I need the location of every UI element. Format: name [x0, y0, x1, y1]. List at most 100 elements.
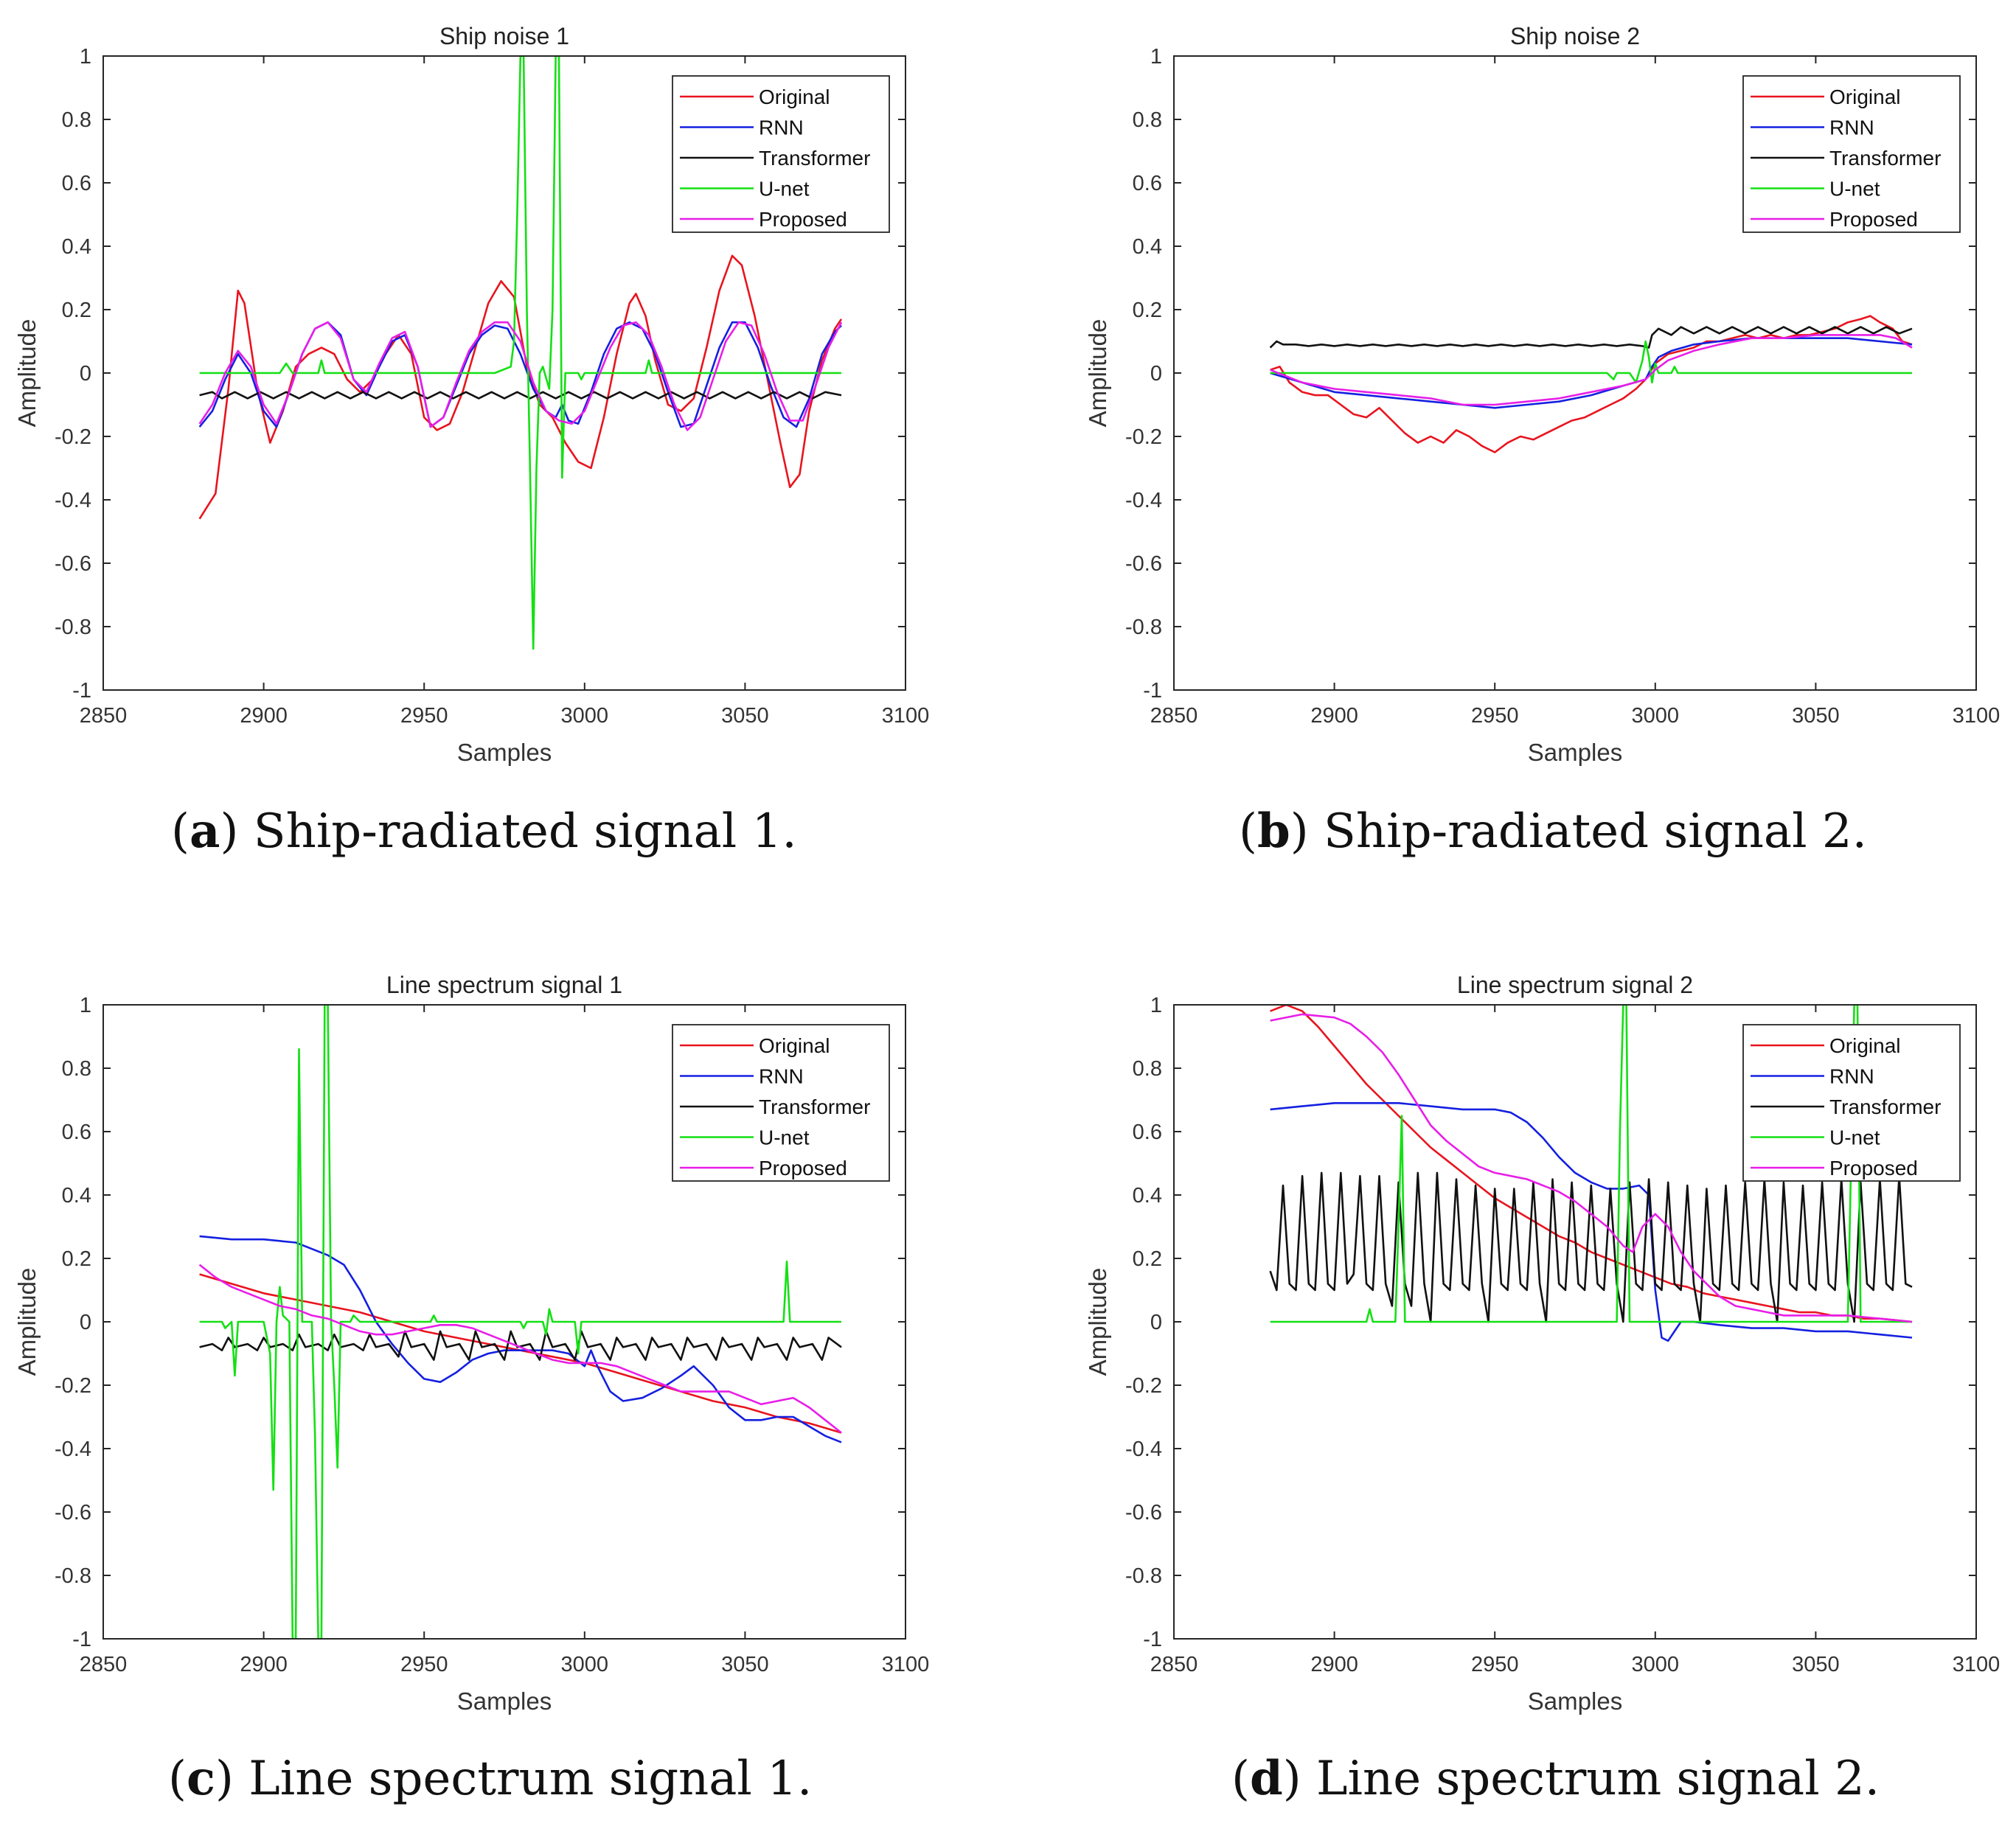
y-tick-label: 0.4 [62, 235, 91, 259]
legend-label: RNN [1829, 1065, 1874, 1088]
chart-title: Line spectrum signal 1 [386, 972, 622, 998]
series-line-u-net [1270, 1005, 1912, 1323]
chart-panel-1: 2850 2900 2950 3000 3050 3100 1 0.8 0.6 0.4 0.2 0 -0… [13, 23, 929, 766]
caption-text: Line spectrum signal 1. [248, 1752, 813, 1806]
y-tick-label: 0.8 [1133, 1057, 1162, 1081]
y-tick-label: 0 [80, 362, 91, 386]
series-group [198, 56, 843, 650]
y-tick-label: -0.8 [55, 1564, 91, 1588]
x-tick-label: 3000 [561, 704, 609, 728]
caption-b: (b) Ship-radiated signal 2. [1239, 804, 1867, 859]
x-tick-label: 3050 [1792, 704, 1840, 728]
legend-label: Original [1829, 1034, 1900, 1057]
y-tick-label: 0.2 [62, 299, 91, 322]
series-line-original [1270, 1005, 1913, 1323]
x-tick-label: 3000 [561, 1653, 609, 1676]
y-tick-label: 0.8 [1133, 108, 1162, 132]
x-tick-label: 3000 [1632, 704, 1680, 728]
caption-letter: c [186, 1751, 215, 1806]
series-group [198, 1005, 842, 1639]
legend-box [1742, 1024, 1961, 1182]
y-tick-label: 0.2 [1133, 299, 1162, 322]
y-tick-label: 1 [1150, 45, 1162, 69]
x-tick-label: 3100 [882, 704, 930, 728]
x-tick-label: 2850 [80, 704, 128, 728]
y-tick-label: -1 [1143, 1628, 1162, 1651]
caption-text: Ship-radiated signal 2. [1324, 804, 1867, 859]
series-group [1269, 1005, 1913, 1342]
y-axis-label: Amplitude [13, 1268, 41, 1376]
x-tick-label: 2900 [240, 704, 288, 728]
x-tick-label: 3100 [882, 1653, 930, 1676]
y-tick-label: 0 [80, 1311, 91, 1334]
x-tick-label: 2950 [400, 1653, 448, 1676]
series-line-transformer [199, 1330, 842, 1361]
chart-title: Ship noise 2 [1510, 23, 1640, 49]
y-axis-label: Amplitude [1084, 1268, 1111, 1376]
series-line-u-net [1270, 340, 1912, 384]
legend-label: Proposed [759, 208, 847, 231]
y-axis-label: Amplitude [1084, 319, 1111, 428]
caption-letter: d [1249, 1751, 1283, 1806]
series-line-original [1270, 315, 1913, 453]
legend-label: U-net [759, 178, 810, 201]
x-axis-label: Samples [457, 1687, 552, 1715]
caption-letter: b [1256, 804, 1290, 859]
series-line-rnn [199, 1235, 842, 1443]
y-tick-label: 0.8 [62, 1057, 91, 1081]
y-tick-label: -0.6 [1125, 1501, 1162, 1525]
x-tick-label: 2850 [1150, 704, 1198, 728]
y-tick-label: -0.8 [1125, 1564, 1162, 1588]
y-tick-label: 0.4 [62, 1184, 91, 1208]
chart-title: Line spectrum signal 2 [1457, 972, 1693, 998]
series-line-transformer [1269, 326, 1913, 349]
legend-label: U-net [1829, 178, 1880, 201]
legend-label: Transformer [1829, 147, 1941, 170]
x-tick-label: 2950 [1471, 1653, 1519, 1676]
x-tick-label: 2950 [1471, 704, 1519, 728]
legend-box [672, 75, 890, 233]
caption-a: (a) Ship-radiated signal 1. [171, 804, 797, 859]
x-tick-label: 3100 [1953, 1653, 2001, 1676]
y-tick-label: 0.2 [62, 1247, 91, 1271]
y-tick-label: 0 [1150, 362, 1162, 386]
x-tick-label: 3050 [721, 704, 769, 728]
x-axis-label: Samples [1528, 1687, 1622, 1715]
y-tick-label: -0.2 [1125, 425, 1162, 449]
legend-label: Proposed [1829, 1157, 1918, 1180]
y-tick-label: 0 [1150, 1311, 1162, 1334]
chart-panel-3: 2850 2900 2950 3000 3050 3100 1 0.8 0.6 0.4 0.2 0 -0… [13, 972, 929, 1715]
y-axis-label: Amplitude [13, 319, 41, 428]
x-tick-label: 2850 [1150, 1653, 1198, 1676]
y-tick-label: -0.2 [55, 425, 91, 449]
y-tick-label: 1 [1150, 994, 1162, 1017]
caption-text: Line spectrum signal 2. [1316, 1752, 1880, 1806]
series-line-u-net [199, 1005, 841, 1639]
x-tick-label: 2850 [80, 1653, 128, 1676]
y-tick-label: -1 [1143, 679, 1162, 703]
series-line-u-net [199, 56, 841, 650]
y-tick-label: 0.6 [1133, 1121, 1162, 1144]
y-tick-label: 0.4 [1133, 1184, 1162, 1208]
legend: Original RNN Transformer U-net Proposed [672, 75, 890, 233]
legend-label: Original [1829, 86, 1900, 108]
series-line-proposed [198, 321, 843, 431]
x-tick-label: 2900 [1310, 1653, 1358, 1676]
legend-box [1742, 75, 1961, 233]
legend: Original RNN Transformer U-net Proposed [672, 1024, 890, 1182]
y-tick-label: -0.6 [55, 552, 91, 576]
x-tick-label: 3000 [1632, 1653, 1680, 1676]
legend-label: U-net [759, 1126, 810, 1149]
legend-box [672, 1024, 890, 1182]
legend-label: Proposed [759, 1157, 847, 1180]
y-tick-label: 0.8 [62, 108, 91, 132]
legend-label: Transformer [759, 1095, 870, 1118]
y-tick-label: 1 [80, 994, 91, 1017]
y-tick-label: -0.2 [55, 1374, 91, 1398]
y-tick-label: 1 [80, 45, 91, 69]
y-tick-label: -0.4 [1125, 1438, 1162, 1461]
chart-panel-2: 2850 2900 2950 3000 3050 3100 1 0.8 0.6 0.4 0.2 0 -0… [1084, 23, 2000, 766]
caption-text: Ship-radiated signal 1. [253, 804, 797, 859]
legend-label: RNN [759, 1065, 804, 1088]
